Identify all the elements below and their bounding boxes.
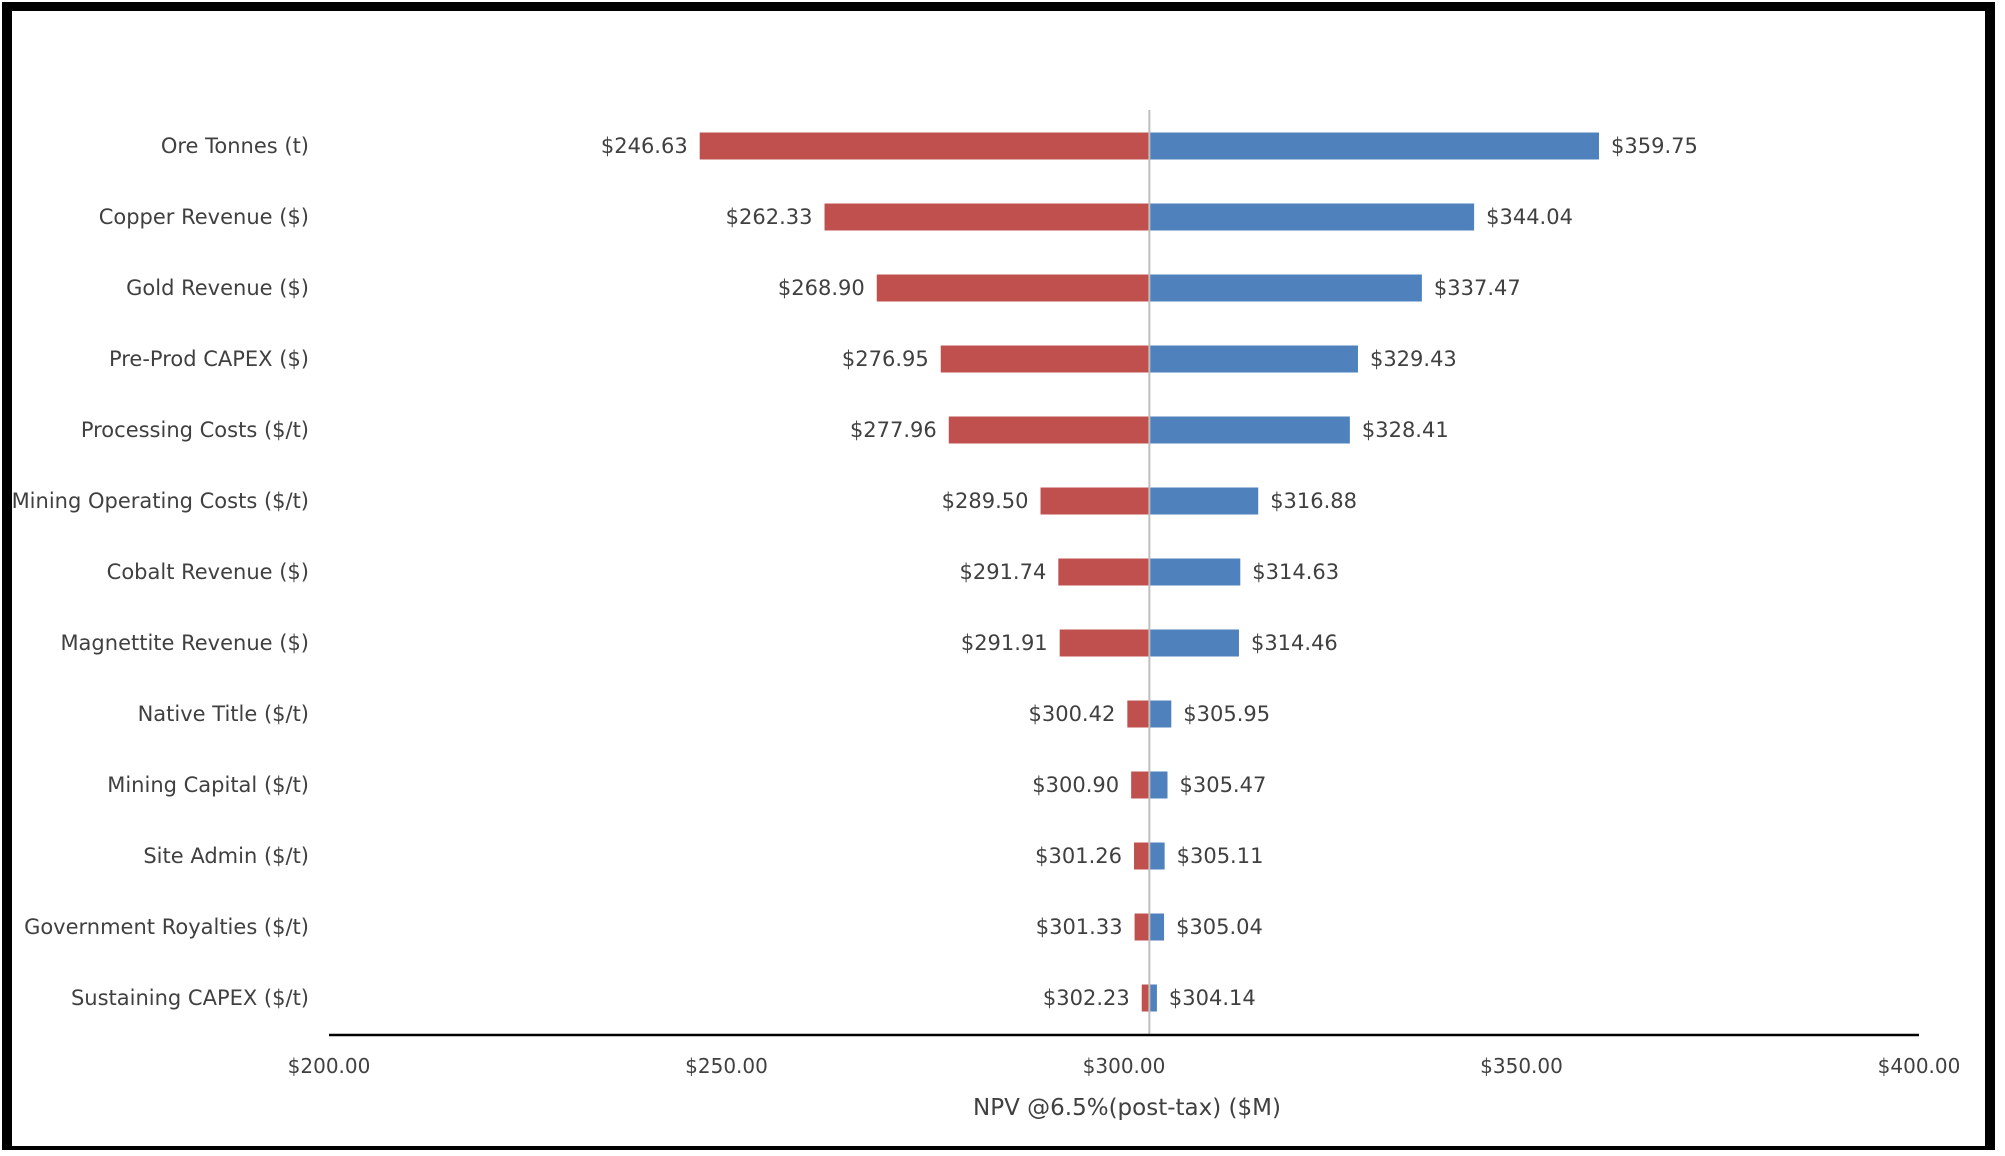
category-label: Cobalt Revenue ($) [107, 560, 309, 584]
x-tick-label: $250.00 [685, 1054, 768, 1078]
bar-low [940, 345, 1150, 373]
category-label: Magnettite Revenue ($) [60, 631, 309, 655]
bar-low [1134, 913, 1150, 941]
category-label: Native Title ($/t) [138, 702, 309, 726]
bar-high [1149, 203, 1475, 231]
bar-low [1058, 558, 1150, 586]
category-label: Pre-Prod CAPEX ($) [109, 347, 309, 371]
bar-low [1141, 984, 1150, 1012]
data-label-low: $289.50 [942, 489, 1029, 513]
bar-low [1059, 629, 1150, 657]
bar-low [699, 132, 1150, 160]
data-label-low: $277.96 [850, 418, 937, 442]
x-axis-title: NPV @6.5%(post-tax) ($M) [973, 1095, 1281, 1121]
data-label-high: $305.47 [1179, 773, 1266, 797]
bar-high [1149, 771, 1168, 799]
bar-low [876, 274, 1150, 302]
bar-low [1134, 842, 1150, 870]
data-label-low: $291.91 [961, 631, 1048, 655]
category-label: Government Royalties ($/t) [24, 915, 309, 939]
bar-high [1149, 345, 1358, 373]
category-label: Copper Revenue ($) [99, 205, 309, 229]
bar-high [1149, 558, 1241, 586]
data-label-high: $305.95 [1183, 702, 1270, 726]
bar-high [1149, 700, 1172, 728]
x-tick-label: $200.00 [288, 1054, 371, 1078]
category-label: Mining Capital ($/t) [107, 773, 309, 797]
x-tick-labels: $200.00 $250.00 $300.00 $350.00 $400.00 [288, 1054, 1961, 1078]
bar-low [1127, 700, 1150, 728]
data-label-high: $305.11 [1177, 844, 1264, 868]
data-label-high: $305.04 [1176, 915, 1263, 939]
data-label-low: $300.90 [1032, 773, 1119, 797]
bar-high [1149, 487, 1259, 515]
category-label: Gold Revenue ($) [126, 276, 309, 300]
data-label-high: $316.88 [1270, 489, 1357, 513]
category-labels: Ore Tonnes (t) Copper Revenue ($) Gold Rev… [12, 134, 309, 1010]
category-label: Ore Tonnes (t) [161, 134, 309, 158]
data-label-high: $314.46 [1251, 631, 1338, 655]
data-label-low: $301.33 [1036, 915, 1123, 939]
bar-low [1040, 487, 1150, 515]
data-label-low: $301.26 [1035, 844, 1122, 868]
bar-high [1149, 274, 1422, 302]
x-tick-label: $300.00 [1083, 1054, 1166, 1078]
data-label-high: $329.43 [1370, 347, 1457, 371]
bar-high [1149, 629, 1239, 657]
bar-high [1149, 842, 1165, 870]
bar-low [824, 203, 1150, 231]
data-label-low: $291.74 [959, 560, 1046, 584]
bar-high [1149, 984, 1157, 1012]
bar-low [948, 416, 1150, 444]
data-label-low: $276.95 [842, 347, 929, 371]
data-label-low: $302.23 [1043, 986, 1130, 1010]
data-label-high: $359.75 [1611, 134, 1698, 158]
data-label-low: $300.42 [1028, 702, 1115, 726]
value-labels: $246.63 $359.75 $262.33 $344.04 $268.90 $337.… [601, 134, 1698, 1010]
bar-high [1149, 913, 1165, 941]
data-label-low: $268.90 [778, 276, 865, 300]
x-tick-label: $350.00 [1480, 1054, 1563, 1078]
bar-high [1149, 416, 1350, 444]
data-label-high: $337.47 [1434, 276, 1521, 300]
category-label: Site Admin ($/t) [143, 844, 309, 868]
category-label: Mining Operating Costs ($/t) [12, 489, 309, 513]
data-label-low: $246.63 [601, 134, 688, 158]
data-label-high: $304.14 [1169, 986, 1256, 1010]
category-label: Processing Costs ($/t) [81, 418, 309, 442]
bar-high [1149, 132, 1600, 160]
data-label-high: $328.41 [1362, 418, 1449, 442]
data-label-high: $344.04 [1486, 205, 1573, 229]
bar-low [1131, 771, 1150, 799]
data-label-high: $314.63 [1252, 560, 1339, 584]
x-tick-label: $400.00 [1878, 1054, 1961, 1078]
data-label-low: $262.33 [726, 205, 813, 229]
category-label: Sustaining CAPEX ($/t) [71, 986, 309, 1010]
bars-group [699, 132, 1600, 1012]
